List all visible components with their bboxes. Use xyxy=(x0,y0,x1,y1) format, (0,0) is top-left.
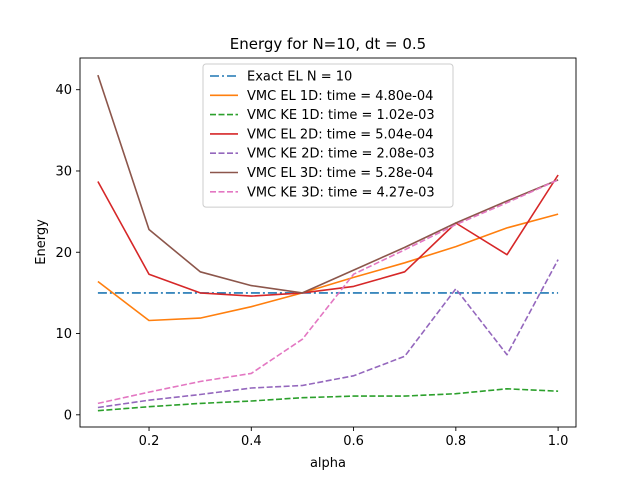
series-line-5 xyxy=(97,74,559,294)
series-line-4 xyxy=(97,259,559,409)
series-line-1 xyxy=(97,213,559,322)
legend-entry-2: VMC KE 1D: time = 1.02e-03 xyxy=(247,108,435,123)
series-line-6 xyxy=(97,179,559,405)
y-tick-label: 40 xyxy=(55,83,72,98)
x-axis-label: alpha xyxy=(310,456,346,471)
legend-entry-3: VMC EL 2D: time = 5.04e-04 xyxy=(247,127,433,142)
y-tick-label: 20 xyxy=(55,246,72,261)
x-tick-label: 0.4 xyxy=(241,434,262,449)
chart-title: Energy for N=10, dt = 0.5 xyxy=(230,35,426,53)
x-tick-label: 0.6 xyxy=(343,434,364,449)
x-tick-label: 1.0 xyxy=(548,434,569,449)
legend-entry-6: VMC KE 3D: time = 4.27e-03 xyxy=(247,185,435,200)
legend-entry-0: Exact EL N = 10 xyxy=(247,70,352,85)
legend: Exact EL N = 10 VMC EL 1D: time = 4.80e-0… xyxy=(202,63,454,208)
legend-box xyxy=(202,63,454,208)
axes-frame xyxy=(79,57,577,428)
series-line-2 xyxy=(97,387,559,412)
legend-entry-1: VMC EL 1D: time = 4.80e-04 xyxy=(247,89,433,104)
legend-entry-4: VMC KE 2D: time = 2.08e-03 xyxy=(247,147,435,162)
y-tick-label: 0 xyxy=(64,408,72,423)
y-tick-label: 30 xyxy=(55,164,72,179)
y-axis-label: Energy xyxy=(34,219,49,265)
series-line-3 xyxy=(97,174,559,297)
x-tick-label: 0.8 xyxy=(445,434,466,449)
x-tick-label: 0.2 xyxy=(139,434,160,449)
y-tick-label: 10 xyxy=(55,327,72,342)
legend-entry-5: VMC EL 3D: time = 5.28e-04 xyxy=(247,166,433,181)
plot-area: 0.2 0.4 0.6 0.8 1.0 0 10 20 30 40 Exact EL N = 10 V… xyxy=(55,57,577,449)
